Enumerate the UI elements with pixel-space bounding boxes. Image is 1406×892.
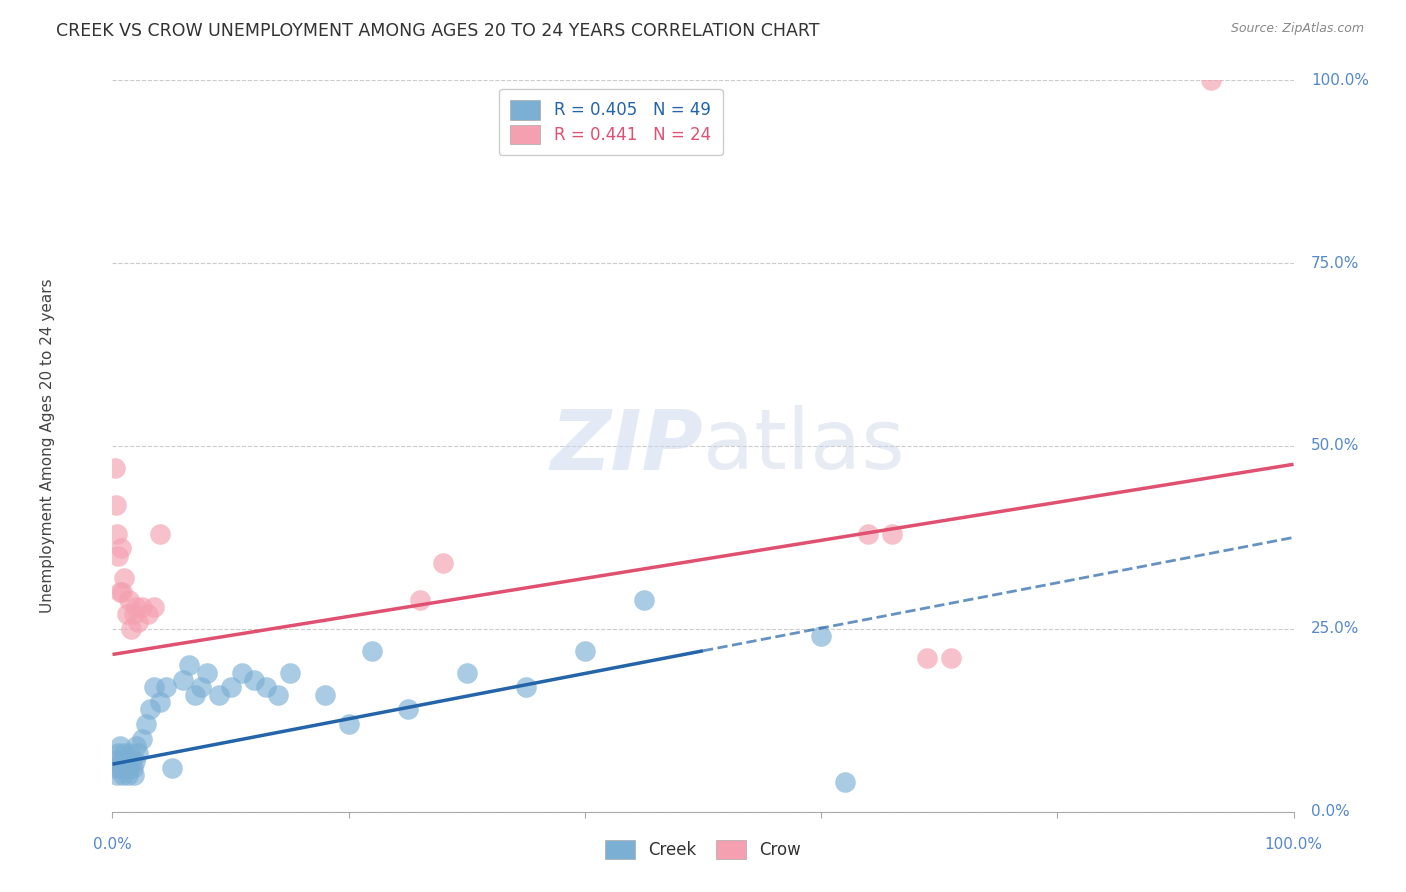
Point bbox=[107, 746, 129, 760]
Point bbox=[267, 688, 290, 702]
Point bbox=[115, 607, 138, 622]
Point bbox=[120, 746, 142, 760]
Point bbox=[190, 681, 212, 695]
Point bbox=[120, 622, 142, 636]
Point bbox=[278, 665, 301, 680]
Point bbox=[432, 556, 454, 570]
Point bbox=[208, 688, 231, 702]
Point bbox=[155, 681, 177, 695]
Point bbox=[939, 651, 962, 665]
Text: 100.0%: 100.0% bbox=[1312, 73, 1369, 87]
Point bbox=[142, 681, 165, 695]
Legend: Creek, Crow: Creek, Crow bbox=[598, 833, 808, 865]
Point bbox=[117, 768, 139, 782]
Point bbox=[122, 607, 145, 622]
Point bbox=[231, 665, 253, 680]
Point bbox=[112, 571, 135, 585]
Point bbox=[574, 644, 596, 658]
Point bbox=[131, 731, 153, 746]
Point bbox=[110, 541, 132, 556]
Text: Unemployment Among Ages 20 to 24 years: Unemployment Among Ages 20 to 24 years bbox=[39, 278, 55, 614]
Point bbox=[142, 599, 165, 614]
Point bbox=[810, 629, 832, 643]
Point bbox=[105, 526, 128, 541]
Point bbox=[127, 615, 149, 629]
Point bbox=[136, 607, 159, 622]
Point bbox=[149, 695, 172, 709]
Point bbox=[121, 761, 143, 775]
Point bbox=[135, 717, 157, 731]
Point bbox=[243, 673, 266, 687]
Point bbox=[112, 746, 135, 760]
Point bbox=[122, 768, 145, 782]
Point bbox=[456, 665, 478, 680]
Point bbox=[179, 658, 201, 673]
Point bbox=[105, 754, 128, 768]
Point bbox=[124, 754, 146, 768]
Point bbox=[105, 498, 128, 512]
Text: 0.0%: 0.0% bbox=[93, 838, 132, 853]
Point bbox=[858, 526, 880, 541]
Text: ZIP: ZIP bbox=[550, 406, 703, 486]
Point bbox=[917, 651, 939, 665]
Point bbox=[118, 592, 141, 607]
Point bbox=[108, 739, 131, 753]
Text: Source: ZipAtlas.com: Source: ZipAtlas.com bbox=[1230, 22, 1364, 36]
Text: 75.0%: 75.0% bbox=[1312, 256, 1360, 270]
Point bbox=[195, 665, 218, 680]
Point bbox=[149, 526, 172, 541]
Text: 25.0%: 25.0% bbox=[1312, 622, 1360, 636]
Point bbox=[408, 592, 430, 607]
Point bbox=[105, 768, 128, 782]
Point bbox=[361, 644, 384, 658]
Point bbox=[1199, 73, 1222, 87]
Point bbox=[125, 739, 148, 753]
Point bbox=[111, 585, 134, 599]
Point bbox=[125, 599, 148, 614]
Point bbox=[120, 754, 142, 768]
Text: atlas: atlas bbox=[703, 406, 904, 486]
Point bbox=[834, 775, 856, 789]
Point bbox=[880, 526, 903, 541]
Point bbox=[114, 761, 136, 775]
Point bbox=[314, 688, 336, 702]
Point bbox=[104, 461, 127, 475]
Point bbox=[115, 754, 138, 768]
Point bbox=[219, 681, 242, 695]
Point bbox=[118, 761, 141, 775]
Point bbox=[111, 754, 134, 768]
Point bbox=[396, 702, 419, 716]
Text: 50.0%: 50.0% bbox=[1312, 439, 1360, 453]
Point bbox=[131, 599, 153, 614]
Point bbox=[172, 673, 194, 687]
Text: CREEK VS CROW UNEMPLOYMENT AMONG AGES 20 TO 24 YEARS CORRELATION CHART: CREEK VS CROW UNEMPLOYMENT AMONG AGES 20… bbox=[56, 22, 820, 40]
Text: 100.0%: 100.0% bbox=[1264, 838, 1323, 853]
Text: 0.0%: 0.0% bbox=[1312, 805, 1350, 819]
Point bbox=[104, 761, 127, 775]
Point bbox=[127, 746, 149, 760]
Point bbox=[160, 761, 183, 775]
Point bbox=[112, 768, 135, 782]
Point bbox=[184, 688, 207, 702]
Point bbox=[139, 702, 162, 716]
Point bbox=[108, 585, 131, 599]
Point bbox=[107, 549, 129, 563]
Point bbox=[254, 681, 277, 695]
Point bbox=[633, 592, 655, 607]
Point bbox=[110, 761, 132, 775]
Point bbox=[515, 681, 537, 695]
Point bbox=[337, 717, 360, 731]
